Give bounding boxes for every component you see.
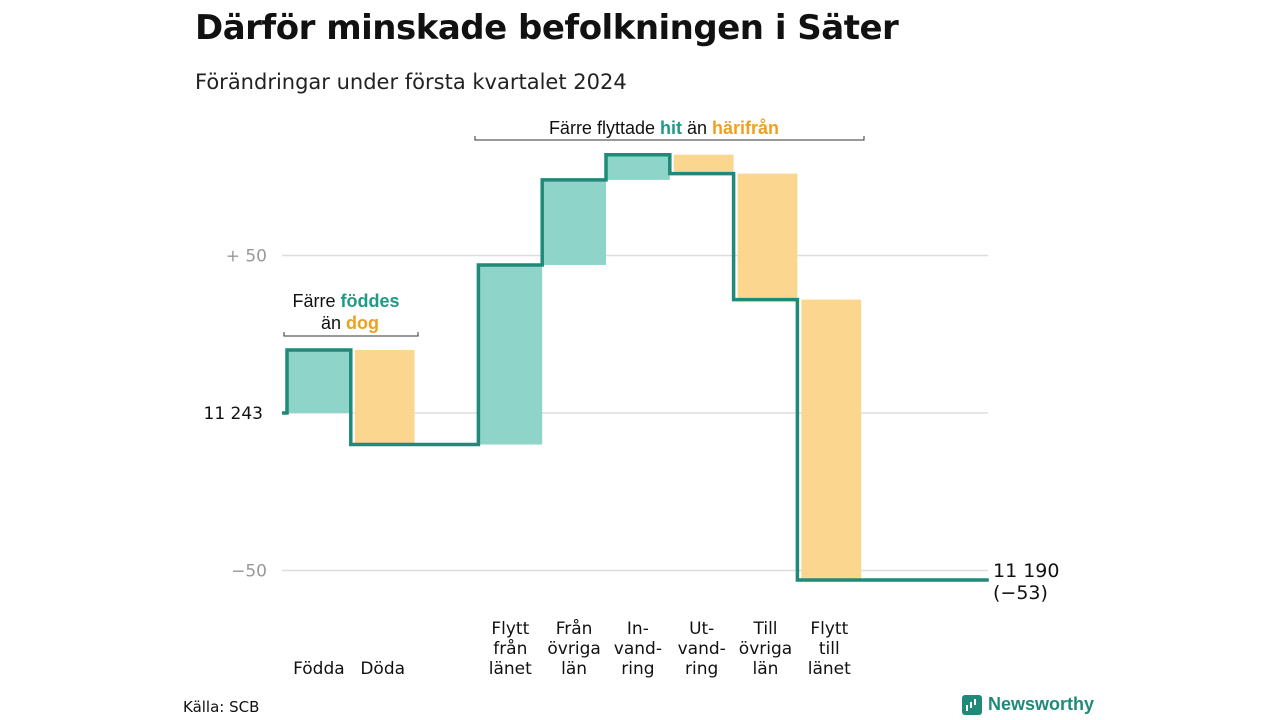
category-label: ring — [685, 659, 718, 679]
step-line — [282, 152, 989, 582]
category-label: Till — [752, 619, 777, 639]
category-label: Flytt — [810, 619, 848, 639]
increase-bar — [542, 179, 606, 265]
category-label: Födda — [293, 659, 345, 679]
category-label: övriga — [547, 639, 600, 659]
source-note: Källa: SCB — [183, 698, 260, 716]
step-line-group — [282, 152, 989, 582]
category-label: vand- — [678, 639, 726, 659]
births-bracket — [283, 332, 419, 337]
category-label: län — [561, 659, 587, 679]
decrease-bar — [673, 154, 734, 174]
decrease-bar — [737, 173, 798, 300]
category-label: Från — [556, 618, 593, 639]
category-label: ring — [621, 659, 654, 679]
moves-bracket — [474, 136, 865, 141]
brand-name: Newsworthy — [988, 694, 1095, 714]
decrease-bar — [354, 350, 415, 445]
category-label: övriga — [739, 639, 792, 659]
y-tick-label: −50 — [231, 562, 267, 582]
category-label: länet — [808, 659, 851, 679]
end-change-label: (−53) — [993, 582, 1048, 604]
start-value-label: 11 243 — [204, 404, 263, 424]
category-label: från — [493, 638, 527, 659]
brand-logo-group: Newsworthy — [962, 694, 1094, 715]
category-label: vand- — [614, 639, 662, 659]
increase-bar — [606, 154, 670, 180]
category-label: In- — [627, 619, 649, 639]
category-label: till — [819, 639, 840, 659]
category-label: länet — [489, 659, 532, 679]
moves-annotation: Färre flyttade hit än härifrån — [549, 118, 779, 138]
category-label: Ut- — [689, 619, 714, 639]
increase-bar — [287, 350, 351, 413]
chart-title: Därför minskade befolkningen i Säter — [195, 8, 899, 48]
births-annotation-line2: än dog — [321, 313, 379, 333]
y-tick-label: + 50 — [226, 247, 267, 267]
end-value-label: 11 190 — [993, 560, 1059, 582]
category-label: Döda — [360, 659, 405, 679]
births-annotation-line1: Färre föddes — [292, 291, 399, 311]
decrease-bar — [801, 299, 862, 580]
category-label: Flytt — [491, 619, 529, 639]
bars — [287, 154, 862, 580]
newsworthy-logo-icon — [962, 694, 982, 715]
chart-subtitle: Förändringar under första kvartalet 2024 — [195, 70, 627, 94]
category-label: län — [753, 659, 779, 679]
increase-bar — [478, 264, 543, 445]
